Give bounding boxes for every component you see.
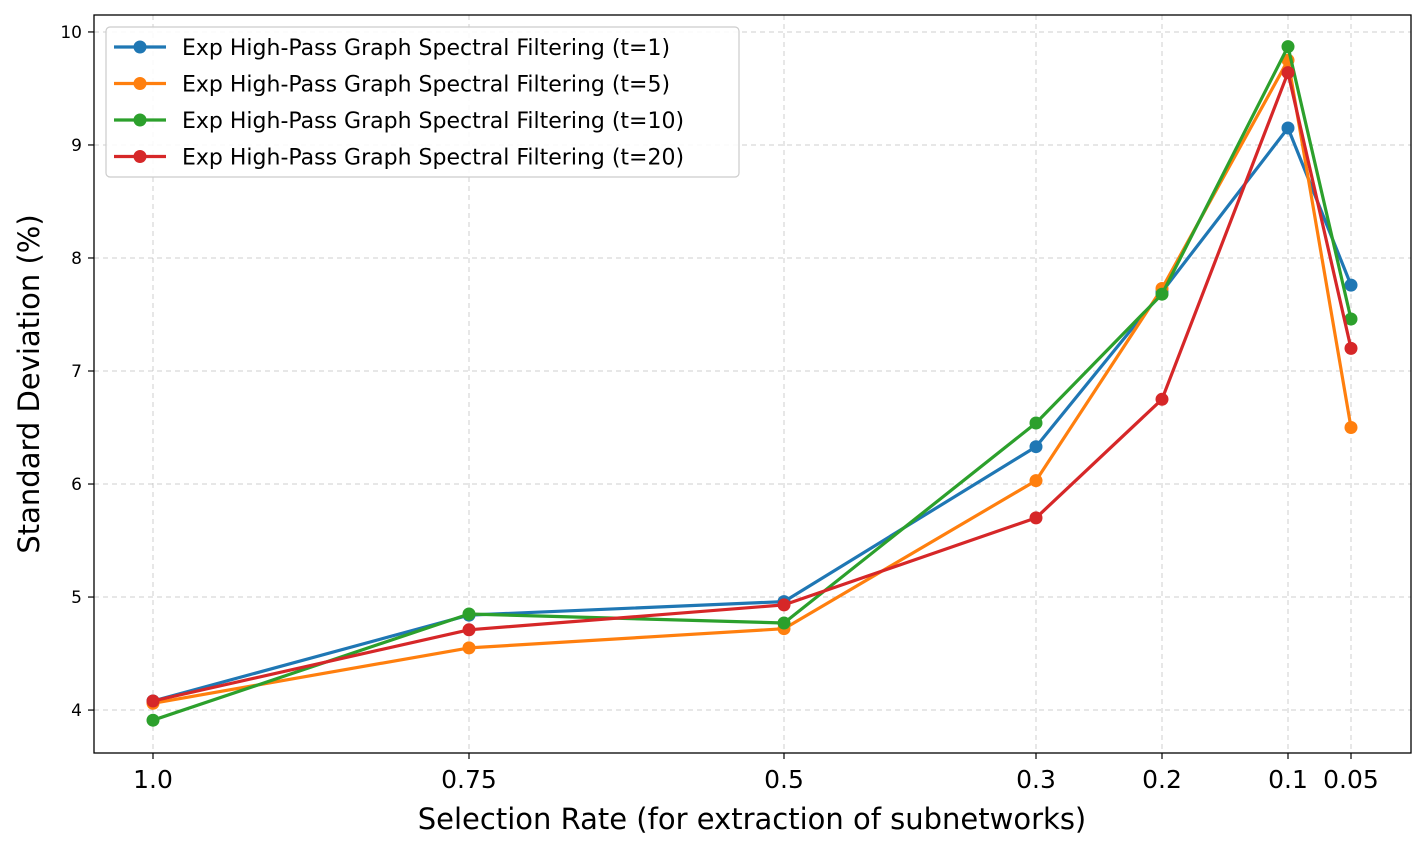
legend-item: Exp High-Pass Graph Spectral Filtering (…: [114, 146, 684, 171]
y-axis-ticks: 4 5 6 7 8 9 10: [60, 23, 94, 721]
legend-item: Exp High-Pass Graph Spectral Filtering (…: [114, 36, 670, 61]
data-point: [1155, 287, 1169, 301]
y-tick-label: 8: [71, 249, 82, 269]
legend-label: Exp High-Pass Graph Spectral Filtering (…: [182, 73, 670, 98]
series-layer: [146, 40, 1358, 727]
data-point: [1029, 440, 1043, 454]
data-point: [1029, 511, 1043, 525]
x-tick-label: 0.3: [1016, 765, 1056, 794]
legend-marker: [133, 40, 147, 54]
legend: Exp High-Pass Graph Spectral Filtering (…: [105, 26, 740, 178]
legend-item: Exp High-Pass Graph Spectral Filtering (…: [114, 109, 684, 134]
x-tick-label: 0.5: [764, 765, 804, 794]
legend-marker: [133, 150, 147, 163]
x-tick-label: 1.0: [133, 765, 173, 794]
legend-marker: [133, 113, 147, 127]
series-4: [146, 66, 1358, 708]
data-point: [462, 607, 476, 621]
x-axis-ticks: 1.0 0.75 0.5 0.3 0.2 0.1 0.05: [133, 753, 1379, 794]
y-tick-label: 7: [71, 362, 82, 382]
legend-label: Exp High-Pass Graph Spectral Filtering (…: [182, 146, 684, 171]
data-point: [146, 713, 160, 727]
legend-box: [105, 26, 740, 178]
data-point: [146, 694, 160, 708]
data-point: [1155, 392, 1169, 406]
x-axis-label: Selection Rate (for extraction of subnet…: [418, 802, 1087, 836]
data-point: [1029, 474, 1043, 488]
legend-item: Exp High-Pass Graph Spectral Filtering (…: [114, 73, 670, 98]
y-tick-label: 9: [71, 136, 82, 156]
x-tick-label: 0.1: [1268, 765, 1308, 794]
legend-label: Exp High-Pass Graph Spectral Filtering (…: [182, 109, 684, 134]
data-point: [1344, 341, 1358, 355]
data-point: [1281, 40, 1295, 54]
legend-marker: [133, 77, 147, 90]
series-3: [146, 40, 1358, 727]
data-point: [1281, 121, 1295, 135]
y-axis-label: Standard Deviation (%): [12, 214, 46, 553]
data-point: [462, 623, 476, 637]
y-tick-label: 6: [71, 475, 82, 495]
y-tick-label: 10: [60, 23, 82, 43]
x-tick-label: 0.05: [1323, 765, 1379, 794]
x-tick-label: 0.2: [1142, 765, 1182, 794]
plot-frame: [93, 14, 1412, 754]
data-point: [1344, 278, 1358, 292]
legend-label: Exp High-Pass Graph Spectral Filtering (…: [182, 36, 670, 61]
data-point: [462, 641, 476, 655]
data-point: [1344, 312, 1358, 326]
data-point: [1281, 66, 1295, 80]
data-point: [777, 598, 791, 612]
data-point: [777, 616, 791, 630]
y-tick-label: 4: [71, 701, 82, 721]
y-tick-label: 5: [71, 588, 82, 608]
data-point: [1344, 421, 1358, 434]
data-point: [1029, 416, 1043, 430]
x-tick-label: 0.75: [441, 765, 497, 794]
